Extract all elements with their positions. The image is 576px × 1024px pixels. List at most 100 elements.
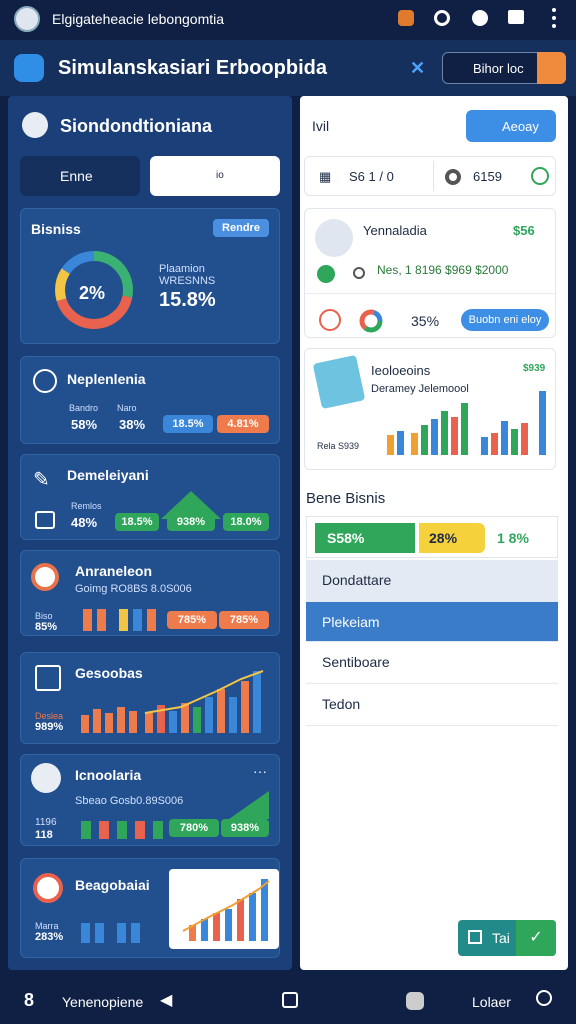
menu[interactable] bbox=[552, 8, 556, 28]
chart-title: Ieoloeoins bbox=[371, 363, 431, 378]
button[interactable]: Aeoay bbox=[466, 110, 556, 142]
value: 283% bbox=[35, 931, 64, 943]
nav-label[interactable]: Lolaer bbox=[472, 994, 511, 1010]
search[interactable] bbox=[536, 990, 552, 1006]
card: ✎ Demeleiyani Remlos 48% 18.5% 938% 18.0… bbox=[20, 454, 280, 540]
bar-shape bbox=[501, 421, 508, 455]
bar-shape bbox=[99, 821, 109, 839]
avatar bbox=[14, 6, 40, 32]
bar-shape bbox=[81, 821, 91, 839]
icon bbox=[35, 665, 61, 691]
bar-shape bbox=[441, 411, 448, 455]
tab[interactable]: Enne bbox=[20, 156, 140, 196]
search-text: Bihor loc bbox=[473, 61, 524, 76]
bar-shape bbox=[521, 423, 528, 455]
bar-shape bbox=[237, 899, 244, 941]
card-title: Gesoobas bbox=[75, 665, 143, 681]
label: WRESNNS bbox=[159, 275, 216, 287]
bar-shape bbox=[135, 821, 145, 839]
decoration bbox=[359, 309, 383, 333]
icon[interactable] bbox=[434, 10, 450, 26]
nav-label[interactable]: Yenenopiene bbox=[62, 994, 144, 1010]
progress-row: S58% 28% 1 8% bbox=[306, 516, 558, 558]
bottom-nav: 8 Yenenopiene ◀ Lolaer bbox=[0, 978, 576, 1024]
status-title: Elgigateheacie lebongomtia bbox=[52, 11, 225, 27]
value: 85% bbox=[35, 621, 58, 633]
card: Bisniss Rendre 2% Plaamion WRESNNS 15.8% bbox=[20, 208, 280, 344]
bar-shape bbox=[153, 821, 163, 839]
bar-shape bbox=[229, 697, 237, 733]
avatar bbox=[315, 219, 353, 257]
bar-shape bbox=[411, 433, 418, 455]
card: Anraneleon Goimg RO8BS 8.0S006 Biso 85% … bbox=[20, 550, 280, 636]
bar-shape bbox=[491, 433, 498, 455]
list-row[interactable]: Dondattare bbox=[306, 560, 558, 602]
bar-shape bbox=[81, 715, 89, 733]
bar-shape bbox=[387, 435, 394, 455]
list-row[interactable]: Plekeiam bbox=[306, 602, 558, 642]
panel-title: Ivil bbox=[312, 118, 330, 134]
home[interactable] bbox=[282, 992, 298, 1008]
bar-shape bbox=[93, 709, 101, 733]
icon[interactable] bbox=[508, 10, 524, 24]
bar-shape bbox=[133, 609, 142, 631]
label: Deslea bbox=[35, 711, 64, 721]
subtitle: Sbeao Gosb0.89S006 bbox=[75, 795, 184, 807]
button[interactable]: Buobn eni eloy bbox=[461, 309, 549, 331]
bar-shape bbox=[397, 431, 404, 455]
segment: 28% bbox=[419, 523, 485, 553]
logo bbox=[14, 54, 44, 82]
icon[interactable]: ✕ bbox=[410, 58, 426, 78]
percent: 35% bbox=[411, 313, 440, 329]
mini-chart bbox=[81, 670, 264, 733]
mini-chart bbox=[169, 869, 279, 949]
icon bbox=[35, 511, 55, 529]
action-label: Tai bbox=[492, 930, 510, 946]
bar-shape bbox=[83, 609, 92, 631]
amount: $939 bbox=[523, 363, 546, 374]
area-shape bbox=[161, 491, 221, 519]
bar-shape bbox=[249, 893, 256, 941]
icon bbox=[531, 167, 549, 185]
button-label: Aeoay bbox=[502, 119, 539, 134]
pill: 785% bbox=[167, 611, 217, 629]
bar-shape bbox=[119, 609, 128, 631]
icon[interactable]: 8 bbox=[24, 990, 35, 1010]
search-button[interactable] bbox=[537, 52, 566, 84]
bar-shape bbox=[129, 711, 137, 733]
more[interactable]: ··· bbox=[253, 763, 267, 779]
badge[interactable]: Rendre bbox=[213, 219, 269, 237]
action-button[interactable]: Tai ✓ bbox=[458, 920, 556, 956]
profile-card: Yennaladia $56 Nes, 1 8196 $969 $2000 35… bbox=[304, 208, 556, 338]
icon[interactable] bbox=[406, 992, 424, 1010]
list-label: Tedon bbox=[322, 696, 361, 712]
bar-shape bbox=[97, 609, 106, 631]
bar-shape bbox=[217, 689, 225, 733]
pill: 18.5% bbox=[163, 415, 213, 433]
card-title: Bisniss bbox=[31, 221, 81, 237]
bar-shape bbox=[117, 821, 127, 839]
list-row[interactable]: Sentiboare bbox=[306, 642, 558, 684]
icon[interactable] bbox=[472, 10, 488, 26]
value: 38% bbox=[119, 417, 146, 432]
bar-shape bbox=[421, 425, 428, 455]
list-row[interactable]: Tedon bbox=[306, 684, 558, 726]
label: 1196 bbox=[35, 817, 57, 828]
decoration bbox=[182, 880, 270, 932]
search-box[interactable]: Bihor loc bbox=[442, 52, 566, 84]
panel-title: Siondondtioniana bbox=[60, 116, 212, 136]
back[interactable]: ◀ bbox=[160, 992, 173, 1009]
label: Plaamion bbox=[159, 263, 205, 275]
decoration: ▦ bbox=[319, 169, 332, 184]
bar-icons bbox=[81, 923, 140, 943]
card-title: Neplenlenia bbox=[67, 371, 146, 387]
card: Icnoolaria ··· Sbeao Gosb0.89S006 1196 1… bbox=[20, 754, 280, 846]
value: 118 bbox=[35, 829, 53, 841]
status-bar: Elgigateheacie lebongomtia bbox=[0, 0, 576, 40]
bar-shape bbox=[213, 913, 220, 941]
icon[interactable] bbox=[398, 10, 414, 26]
bar-shape bbox=[539, 391, 546, 455]
bar-icons bbox=[83, 609, 156, 631]
tab[interactable]: io bbox=[150, 156, 280, 196]
card: Gesoobas Deslea 989% bbox=[20, 652, 280, 744]
